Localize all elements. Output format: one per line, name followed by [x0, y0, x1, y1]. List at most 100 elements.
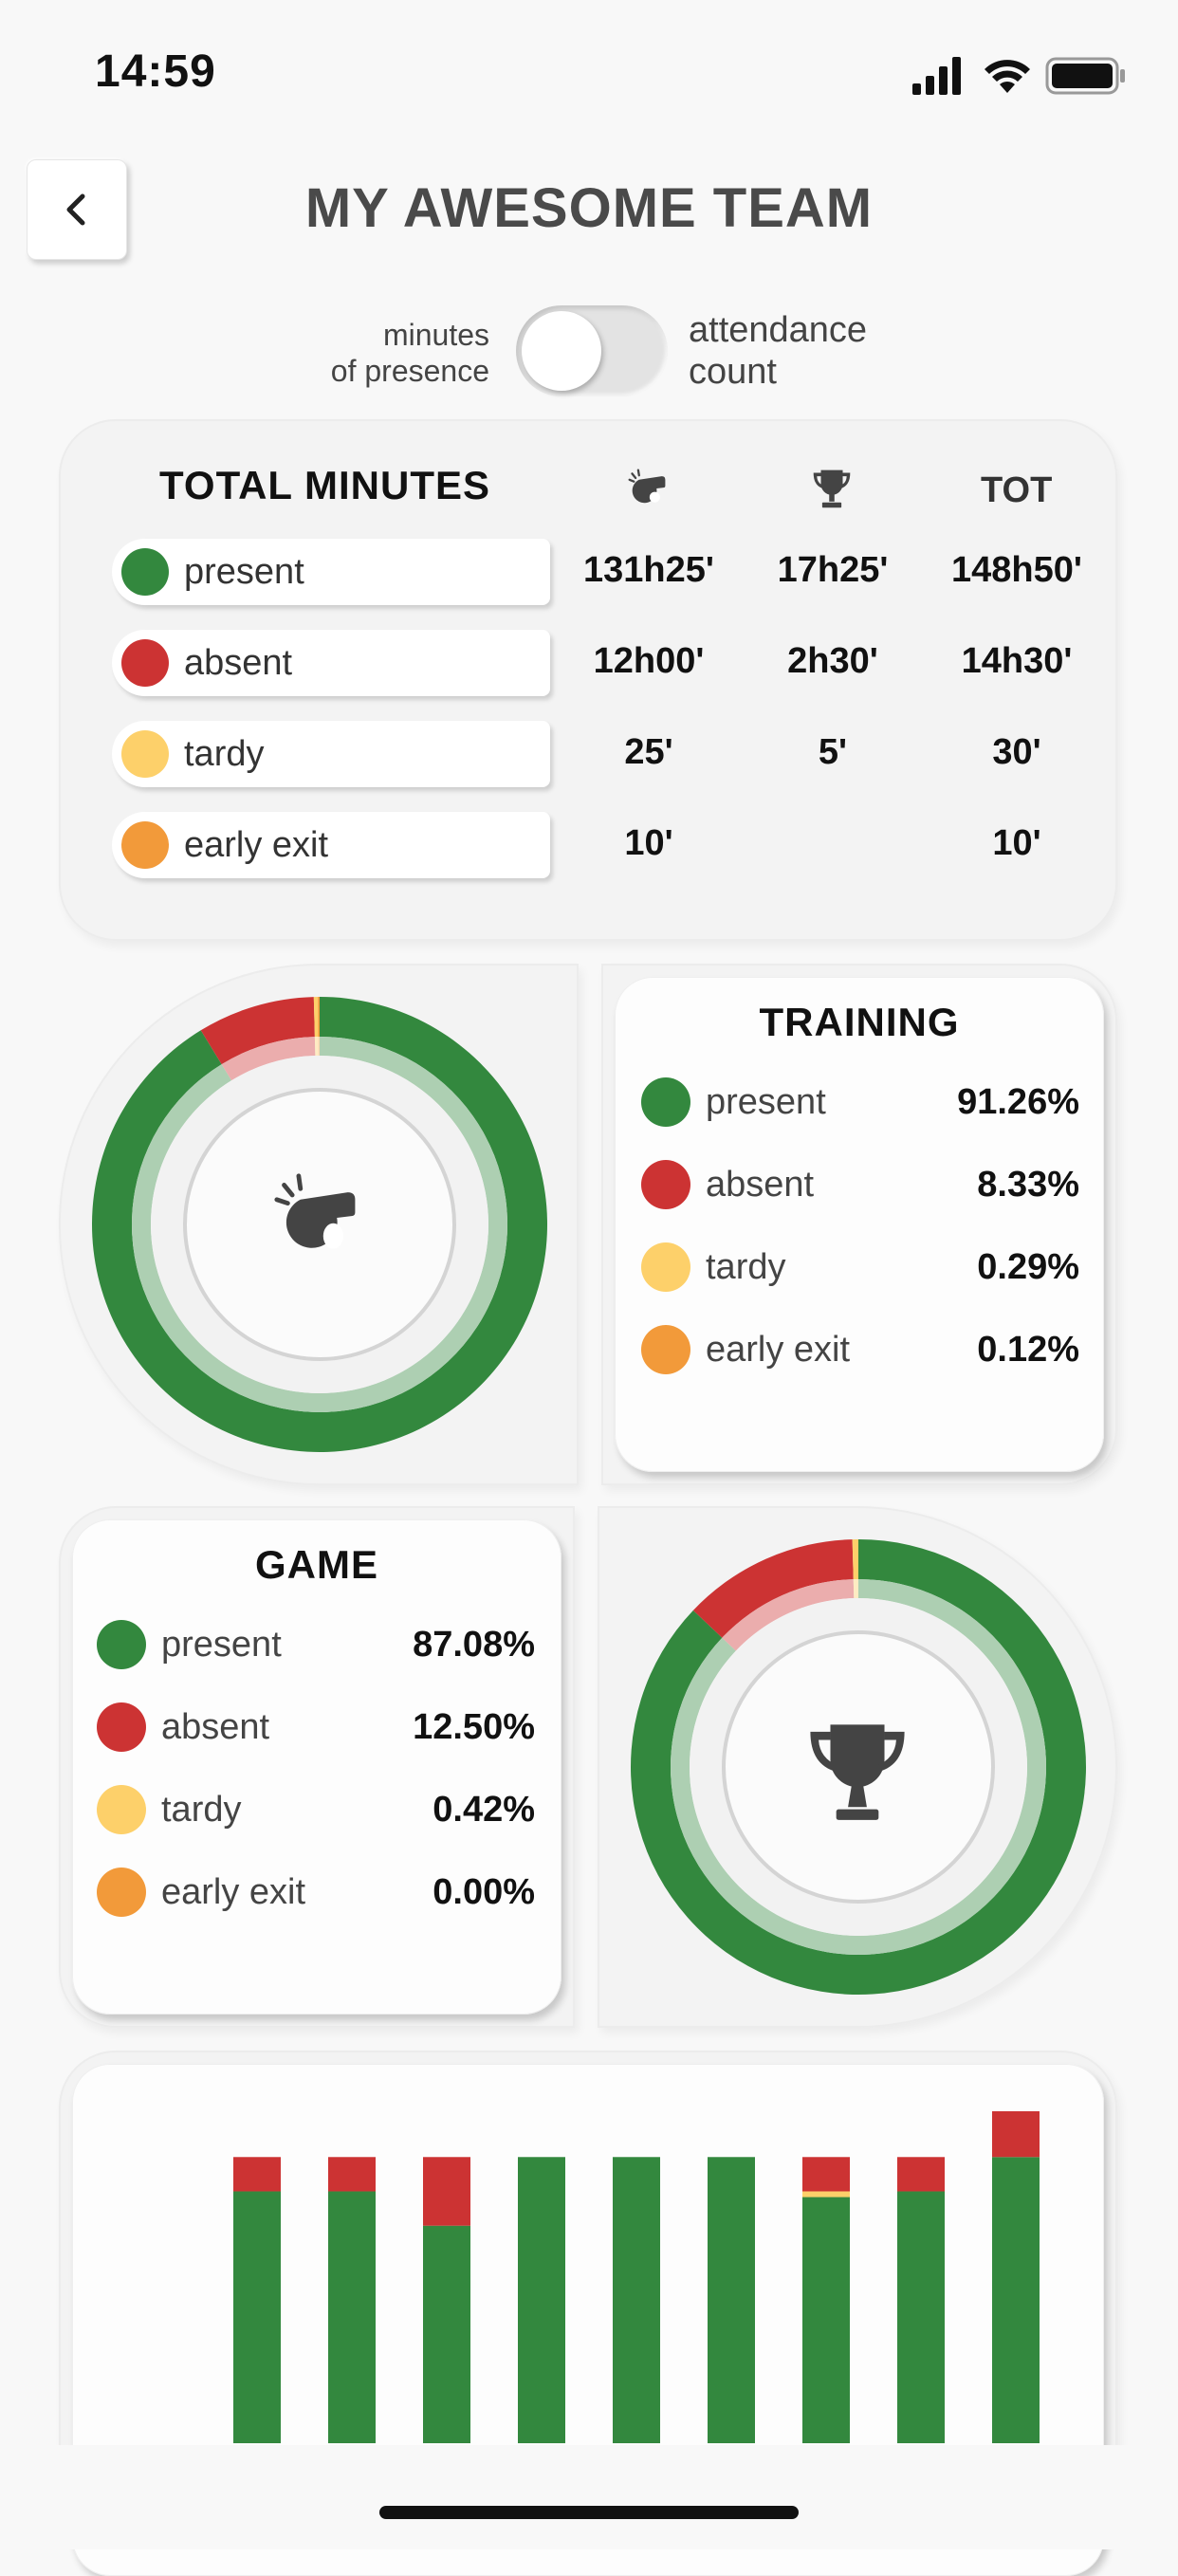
totals-absent-training: 12h00' — [593, 641, 705, 681]
bar-1-present — [233, 2191, 281, 2443]
page-title: MY AWESOME TEAM — [304, 177, 874, 239]
game-title: GAME — [255, 1542, 378, 1587]
early-exit-dot — [97, 1868, 146, 1917]
training-legend-row-present: present 91.26% — [641, 1074, 1079, 1131]
game-legend-row-present: present 87.08% — [97, 1616, 535, 1673]
game-donut-inner-slice-tardy — [853, 1579, 858, 1599]
totals-absent-total: 14h30' — [961, 641, 1073, 681]
training-donut-inner-slice-early-exit — [318, 1037, 320, 1057]
bar-8-absent — [897, 2157, 945, 2192]
totals-row-tardy-label: tardy — [112, 721, 550, 787]
legend-label: absent — [706, 1164, 815, 1205]
totals-early-exit-total: 10' — [992, 823, 1041, 863]
whistle-icon — [628, 469, 666, 504]
training-legend-row-tardy: tardy 0.29% — [641, 1239, 1079, 1296]
early-exit-dot — [641, 1325, 690, 1374]
bar-1-absent — [233, 2157, 281, 2192]
bar-7-present — [802, 2197, 850, 2443]
toggle-left-line1: minutes — [382, 318, 489, 352]
present-dot — [121, 548, 169, 596]
game-legend-card — [72, 1519, 561, 2015]
training-donut-inner-slice-tardy — [314, 1037, 319, 1057]
totals-tardy-training: 25' — [624, 732, 673, 772]
training-legend-row-early-exit: early exit 0.12% — [641, 1321, 1079, 1378]
game-donut-slice-tardy — [852, 1539, 858, 1580]
mode-toggle[interactable] — [516, 305, 668, 396]
status-time: 14:59 — [95, 46, 216, 97]
bar-7-absent — [802, 2157, 850, 2192]
toggle-left-label: minutes of presence — [190, 317, 489, 389]
bar-3-absent — [423, 2157, 470, 2226]
training-donut-slice-early-exit — [318, 997, 320, 1038]
early-exit-dot — [121, 821, 169, 869]
training-legend-row-absent: absent 8.33% — [641, 1156, 1079, 1213]
bar-4-present — [518, 2157, 565, 2443]
game-legend-row-absent: absent 12.50% — [97, 1699, 535, 1756]
absent-dot — [641, 1160, 690, 1209]
totals-row-label: present — [184, 551, 304, 592]
training-donut-slice-tardy — [313, 997, 319, 1038]
bar-9-absent — [992, 2111, 1040, 2158]
totals-row-absent-label: absent — [112, 630, 550, 696]
bar-9-present — [992, 2157, 1040, 2443]
legend-label: early exit — [161, 1871, 306, 1912]
bar-2-absent — [328, 2157, 376, 2192]
training-donut-slice-absent — [200, 997, 315, 1065]
tardy-dot — [641, 1242, 690, 1292]
legend-label: present — [706, 1081, 826, 1122]
attendance-bar-chart — [233, 2111, 1040, 2443]
totals-row-label: early exit — [184, 824, 329, 865]
trophy-icon — [813, 469, 851, 508]
legend-label: absent — [161, 1706, 270, 1747]
home-indicator[interactable] — [379, 2506, 799, 2519]
game-legend: present 87.08% absent 12.50% tardy 0.42% early… — [97, 1616, 535, 1946]
totals-tardy-game: 5' — [818, 732, 848, 772]
legend-value: 12.50% — [413, 1706, 535, 1747]
totals-row-early-exit-label: early exit — [112, 812, 550, 878]
back-button[interactable] — [27, 159, 127, 260]
bar-3-present — [423, 2225, 470, 2443]
absent-dot — [121, 639, 169, 687]
legend-value: 87.08% — [413, 1624, 535, 1665]
chevron-left-icon — [66, 193, 85, 226]
bottom-safe-area — [0, 2445, 1178, 2549]
legend-value: 8.33% — [977, 1164, 1079, 1205]
absent-dot — [97, 1702, 146, 1752]
toggle-knob[interactable] — [522, 311, 601, 391]
totals-row-label: absent — [184, 642, 293, 683]
tardy-dot — [121, 730, 169, 778]
legend-value: 0.12% — [977, 1329, 1079, 1370]
totals-present-game: 17h25' — [777, 550, 889, 590]
bar-2-present — [328, 2191, 376, 2443]
toggle-right-line1: attendance — [689, 310, 868, 350]
training-donut-inner-slice-absent — [221, 1037, 316, 1081]
legend-value: 0.42% — [433, 1789, 535, 1830]
bar-8-present — [897, 2191, 945, 2443]
toggle-left-line2: of presence — [330, 354, 489, 388]
training-title: TRAINING — [759, 1000, 960, 1044]
totals-present-training: 131h25' — [583, 550, 714, 590]
training-legend-card — [615, 977, 1104, 1472]
signal-icon — [912, 57, 961, 95]
game-legend-row-early-exit: early exit 0.00% — [97, 1864, 535, 1921]
present-dot — [641, 1077, 690, 1127]
wifi-icon — [985, 60, 1030, 93]
status-icons — [912, 57, 1125, 95]
bar-6-present — [708, 2157, 755, 2443]
legend-value: 91.26% — [957, 1081, 1079, 1122]
col-total-header: TOT — [981, 470, 1053, 510]
totals-heading: TOTAL MINUTES — [159, 463, 490, 507]
present-dot — [97, 1620, 146, 1669]
legend-label: early exit — [706, 1329, 851, 1370]
battery-icon — [1045, 57, 1125, 95]
game-donut-inner-slice-absent — [722, 1579, 855, 1651]
toggle-right-line2: count — [689, 352, 777, 392]
bar-5-present — [613, 2157, 660, 2443]
legend-value: 0.29% — [977, 1246, 1079, 1287]
totals-early-exit-training: 10' — [624, 823, 673, 863]
totals-row-label: tardy — [184, 733, 265, 774]
whistle-icon — [274, 1173, 356, 1249]
bar-7-tardy — [802, 2191, 850, 2198]
game-donut-slice-absent — [692, 1539, 854, 1638]
toggle-right-label: attendance count — [689, 309, 867, 393]
